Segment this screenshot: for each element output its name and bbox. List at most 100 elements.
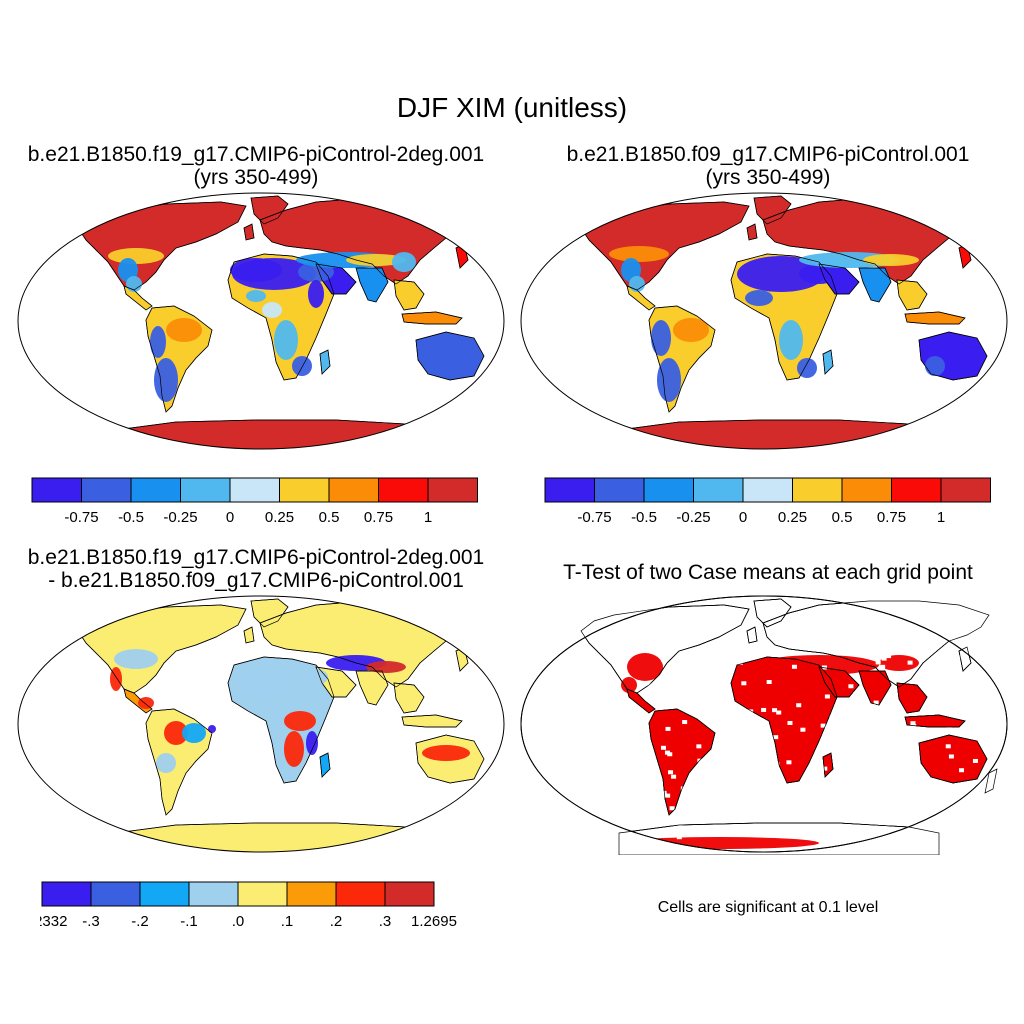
continent-northAmerica <box>580 604 750 694</box>
colorbar-case2-swatch <box>594 477 645 503</box>
field-region <box>779 320 803 360</box>
continent-india <box>355 267 389 303</box>
map3-land <box>77 598 495 852</box>
colorbar-case2-swatch <box>792 477 843 503</box>
field-region <box>262 302 282 318</box>
continent-india <box>355 670 389 706</box>
field-region <box>781 296 821 324</box>
colorbar-case1-tick-label: -0.75 <box>64 509 98 526</box>
colorbar-diff-swatch <box>286 881 337 907</box>
colorbar-diff-tick-label: .1 <box>281 913 294 930</box>
colorbar-case1: -0.75 -0.5 -0.25 0 0.25 0.5 0.75 1 <box>31 477 478 526</box>
colorbar-case2-tick-label: 1 <box>937 509 945 526</box>
colorbar-case2: -0.75 -0.5 -0.25 0 0.25 0.5 0.75 1 <box>544 477 991 526</box>
continent-antarctica <box>115 419 437 449</box>
field-region <box>108 248 164 264</box>
colorbar-case1-tick-label: 0.75 <box>364 509 393 526</box>
field-region <box>154 358 178 402</box>
field-region <box>745 290 773 306</box>
field-region <box>230 258 282 282</box>
colorbar-case1-tick-label: -0.5 <box>118 509 144 526</box>
colorbar-diff-tick-label: -.2 <box>131 913 149 930</box>
colorbar-diff-tick-label: .0 <box>232 913 245 930</box>
field-region <box>621 258 641 282</box>
panel-title-case1-line2: (yrs 350-499) <box>193 166 319 189</box>
colorbar-case2-swatch <box>841 477 892 503</box>
continent-india <box>858 267 892 303</box>
colorbar-case2-swatch <box>742 477 793 503</box>
panel-title-diff-line1: b.e21.B1850.f19_g17.CMIP6-piControl-2deg… <box>27 546 485 569</box>
colorbar-diff-swatch <box>384 881 435 907</box>
continent-newZealand <box>481 365 495 391</box>
field-region <box>925 356 945 376</box>
colorbar-case1-swatch <box>229 477 280 503</box>
panel-title-case2-line1: b.e21.B1850.f09_g17.CMIP6-piControl.001 <box>566 143 970 166</box>
continent-antarctica <box>618 419 940 449</box>
map-case1 <box>17 192 505 450</box>
colorbar-case1-swatch <box>130 477 181 503</box>
panel-title-diff: b.e21.B1850.f19_g17.CMIP6-piControl-2deg… <box>0 546 512 592</box>
colorbar-case2-tick-label: 0.25 <box>778 509 807 526</box>
significance-note: Cells are significant at 0.1 level <box>657 899 879 916</box>
colorbar-diff-tick-label: .3 <box>379 913 392 930</box>
colorbar-case1-swatch <box>180 477 231 503</box>
colorbar-case1-swatch <box>427 477 478 503</box>
figure-title: DJF XIM (unitless) <box>396 92 628 123</box>
colorbar-diff-swatch <box>188 881 239 907</box>
continent-northAmerica <box>77 201 247 291</box>
panel-title-ttest: T-Test of two Case means at each grid po… <box>563 561 973 584</box>
field-region <box>799 264 839 284</box>
continent-africa <box>730 656 838 784</box>
continent-india <box>858 670 892 706</box>
continent-greenland <box>753 598 792 628</box>
panel-title-case2: b.e21.B1850.f09_g17.CMIP6-piControl.001 … <box>512 143 1024 189</box>
field-region <box>126 276 142 292</box>
field-region <box>346 254 406 266</box>
field-region <box>182 723 206 743</box>
field-region <box>629 276 645 292</box>
continent-northAmerica <box>580 201 750 291</box>
field-region <box>274 320 298 360</box>
field-region <box>156 753 176 773</box>
field-region <box>278 296 318 324</box>
field-region <box>304 669 328 685</box>
colorbar-case1-tick-label: 0 <box>226 509 234 526</box>
continent-newZealand <box>984 365 998 391</box>
colorbar-case2-swatch <box>693 477 744 503</box>
field-region <box>292 356 312 376</box>
field-region <box>164 721 188 745</box>
continent-australia <box>415 331 485 381</box>
colorbar-case2-tick-label: 0 <box>739 509 747 526</box>
colorbar-diff-swatch <box>139 881 190 907</box>
colorbar-case2-swatch <box>643 477 694 503</box>
field-region <box>138 697 154 709</box>
colorbar-case1-tick-label: 1 <box>424 509 432 526</box>
colorbar-diff-tick-label: .2 <box>330 913 343 930</box>
continent-seAsia <box>393 682 425 714</box>
field-region <box>150 326 166 358</box>
field-region <box>651 320 671 356</box>
map2-border <box>520 192 1008 450</box>
field-region <box>673 318 709 342</box>
continent-seAsia <box>896 682 928 714</box>
colorbar-case2-tick-label: -0.25 <box>676 509 710 526</box>
field-region <box>392 252 416 272</box>
field-region <box>621 677 637 693</box>
colorbar-case1-swatch <box>31 477 82 503</box>
panel-title-case1-line1: b.e21.B1850.f19_g17.CMIP6-piControl-2deg… <box>27 143 485 166</box>
colorbar-diff-swatch <box>335 881 386 907</box>
field-region <box>863 254 919 266</box>
continent-seAsia <box>896 279 928 311</box>
panel-title-case1: b.e21.B1850.f19_g17.CMIP6-piControl-2deg… <box>0 143 512 189</box>
continent-newZealand <box>481 768 495 794</box>
field-region <box>657 358 681 402</box>
colorbar-case2-tick-label: -0.75 <box>577 509 611 526</box>
colorbar-case2-swatch <box>891 477 942 503</box>
field-region <box>284 711 316 731</box>
field-region <box>627 653 663 681</box>
colorbar-case1-swatch <box>378 477 429 503</box>
colorbar-case2-tick-label: 0.5 <box>832 509 853 526</box>
colorbar-diff-tick-label: -1.2332 <box>40 913 67 930</box>
colorbar-case1-tick-label: -0.25 <box>163 509 197 526</box>
field-region <box>308 280 324 308</box>
